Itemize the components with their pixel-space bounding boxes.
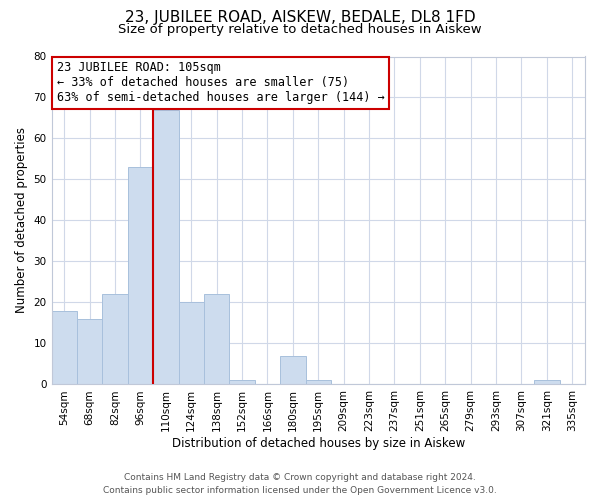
Bar bbox=[305, 380, 331, 384]
Bar bbox=[103, 294, 128, 384]
Bar bbox=[153, 110, 179, 384]
X-axis label: Distribution of detached houses by size in Aiskew: Distribution of detached houses by size … bbox=[172, 437, 465, 450]
Y-axis label: Number of detached properties: Number of detached properties bbox=[15, 128, 28, 314]
Bar bbox=[128, 167, 153, 384]
Text: Contains HM Land Registry data © Crown copyright and database right 2024.
Contai: Contains HM Land Registry data © Crown c… bbox=[103, 474, 497, 495]
Bar bbox=[52, 310, 77, 384]
Bar bbox=[77, 319, 103, 384]
Text: 23, JUBILEE ROAD, AISKEW, BEDALE, DL8 1FD: 23, JUBILEE ROAD, AISKEW, BEDALE, DL8 1F… bbox=[125, 10, 475, 25]
Bar bbox=[204, 294, 229, 384]
Bar bbox=[179, 302, 204, 384]
Bar bbox=[534, 380, 560, 384]
Text: Size of property relative to detached houses in Aiskew: Size of property relative to detached ho… bbox=[118, 22, 482, 36]
Text: 23 JUBILEE ROAD: 105sqm
← 33% of detached houses are smaller (75)
63% of semi-de: 23 JUBILEE ROAD: 105sqm ← 33% of detache… bbox=[57, 62, 385, 104]
Bar bbox=[280, 356, 305, 384]
Bar bbox=[229, 380, 255, 384]
